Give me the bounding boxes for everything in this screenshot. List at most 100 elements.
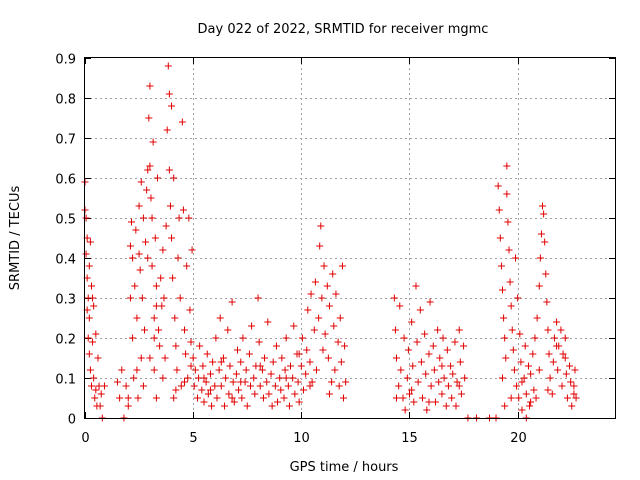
data-point <box>337 358 345 366</box>
y-tick-labels: 0 0.1 0.2 0.3 0.4 0.5 0.6 0.7 0.8 0.9 <box>55 53 76 428</box>
data-point <box>181 378 189 386</box>
data-point <box>87 382 95 390</box>
data-point <box>136 266 144 274</box>
data-point <box>532 394 540 402</box>
y-tick-label: 0.8 <box>55 93 76 108</box>
data-point <box>171 314 179 322</box>
data-point <box>451 338 459 346</box>
data-point <box>168 102 176 110</box>
data-point <box>145 114 153 122</box>
chart-title: Day 022 of 2022, SRMTID for receiver mgm… <box>198 22 489 37</box>
data-point <box>561 354 569 362</box>
y-tick-label: 0.6 <box>55 173 76 188</box>
data-point <box>285 402 293 410</box>
data-point <box>82 250 90 258</box>
data-point <box>436 354 444 362</box>
data-point <box>256 362 264 370</box>
data-point <box>310 326 318 334</box>
data-point <box>263 378 271 386</box>
data-point <box>135 250 143 258</box>
data-point <box>152 282 160 290</box>
data-point <box>516 330 524 338</box>
data-point <box>401 406 409 414</box>
data-point <box>184 374 192 382</box>
data-point <box>211 382 219 390</box>
data-point <box>315 314 323 322</box>
data-point <box>453 378 461 386</box>
data-point <box>408 386 416 394</box>
data-point <box>323 282 331 290</box>
data-point <box>499 374 507 382</box>
data-point <box>423 406 431 414</box>
data-point <box>157 274 165 282</box>
data-point <box>568 402 576 410</box>
data-point <box>548 390 556 398</box>
data-point <box>440 374 448 382</box>
data-point <box>496 234 504 242</box>
data-point <box>165 90 173 98</box>
data-point <box>124 402 132 410</box>
data-point <box>128 218 136 226</box>
data-point <box>500 314 508 322</box>
data-point <box>208 402 216 410</box>
data-point <box>147 194 155 202</box>
y-tick-label: 0 <box>68 413 76 428</box>
data-point <box>324 354 332 362</box>
data-point <box>412 282 420 290</box>
data-point <box>307 290 315 298</box>
data-point <box>397 366 405 374</box>
data-point <box>254 294 262 302</box>
data-point <box>509 346 517 354</box>
data-point <box>234 346 242 354</box>
data-point <box>196 342 204 350</box>
data-point <box>137 354 145 362</box>
data-point <box>414 378 422 386</box>
data-point <box>137 178 145 186</box>
data-point <box>90 374 98 382</box>
data-point <box>289 374 297 382</box>
data-point <box>503 190 511 198</box>
y-tick-label: 0.7 <box>55 133 76 148</box>
data-point <box>287 362 295 370</box>
data-point <box>405 390 413 398</box>
data-point <box>264 318 272 326</box>
data-point <box>148 214 156 222</box>
data-point <box>393 354 401 362</box>
data-point <box>216 314 224 322</box>
data-point <box>82 214 90 222</box>
data-point <box>148 262 156 270</box>
data-point <box>232 370 240 378</box>
data-point <box>396 302 404 310</box>
data-point <box>155 326 163 334</box>
data-point <box>163 126 171 134</box>
data-point <box>217 382 225 390</box>
data-point <box>334 338 342 346</box>
data-point <box>425 350 433 358</box>
data-point <box>457 390 465 398</box>
data-point <box>86 238 94 246</box>
data-point <box>298 334 306 342</box>
data-point <box>238 394 246 402</box>
x-tick-label: 0 <box>81 431 89 446</box>
data-point <box>209 358 217 366</box>
data-point <box>561 334 569 342</box>
data-point <box>342 378 350 386</box>
data-point <box>320 262 328 270</box>
data-point <box>146 354 154 362</box>
data-point <box>242 366 250 374</box>
y-tick-label: 0.3 <box>55 293 76 308</box>
data-point <box>409 362 417 370</box>
data-point <box>274 398 282 406</box>
data-point <box>570 390 578 398</box>
data-point <box>456 358 464 366</box>
data-point <box>277 386 285 394</box>
data-point <box>183 262 191 270</box>
data-point <box>200 374 208 382</box>
data-point <box>169 274 177 282</box>
data-point <box>570 382 578 390</box>
data-point <box>212 334 220 342</box>
data-point <box>150 314 158 322</box>
data-point <box>431 398 439 406</box>
data-point <box>506 278 514 286</box>
data-point <box>261 354 269 362</box>
